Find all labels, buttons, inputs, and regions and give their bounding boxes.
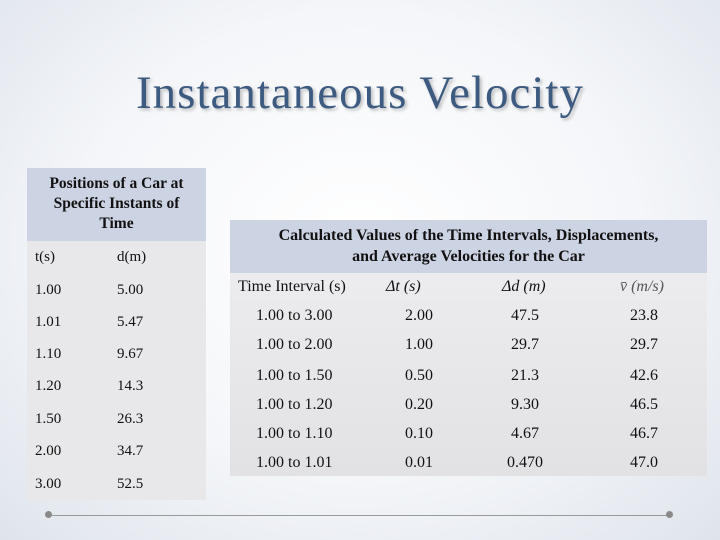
table-cell: 1.10 — [35, 346, 62, 362]
table-cell: 34.7 — [117, 443, 144, 459]
table-cell: 1.00 — [405, 336, 433, 353]
column-header-time: t(s) — [35, 249, 55, 265]
table-cell: 46.7 — [630, 425, 658, 442]
positions-table-caption: Positions of a Car at Specific Instants … — [27, 174, 206, 234]
table-cell: 42.6 — [630, 367, 658, 384]
table-cell: 52.5 — [117, 476, 144, 492]
table-cell: 23.8 — [630, 307, 658, 324]
column-header-interval: Time Interval (s) — [238, 278, 346, 295]
table-cell: 1.50 — [35, 411, 62, 427]
velocities-table-header — [230, 220, 707, 273]
table-cell: 2.00 — [405, 307, 433, 324]
table-cell: 0.50 — [405, 367, 433, 384]
table-cell: 0.470 — [507, 454, 543, 471]
table-cell: 1.00 to 1.10 — [256, 425, 333, 442]
positions-caption-line: Time — [99, 215, 134, 232]
table-cell: 0.20 — [405, 396, 433, 413]
velocities-table: Calculated Values of the Time Intervals,… — [230, 220, 707, 476]
table-cell: 5.00 — [117, 282, 144, 298]
positions-caption-line: Specific Instants of — [53, 195, 180, 212]
decorative-rule — [52, 515, 668, 516]
table-cell: 1.00 to 2.00 — [256, 336, 333, 353]
table-cell: 21.3 — [511, 367, 539, 384]
velocities-table-caption: Calculated Values of the Time Intervals,… — [230, 225, 707, 267]
velocities-table-body — [230, 273, 707, 476]
table-cell: 2.00 — [35, 443, 62, 459]
velocities-caption-line: and Average Velocities for the Car — [352, 248, 585, 265]
column-header-delta-d: Δd (m) — [502, 278, 546, 295]
table-cell: 47.0 — [630, 454, 658, 471]
table-cell: 4.67 — [511, 425, 539, 442]
table-cell: 9.30 — [511, 396, 539, 413]
table-cell: 47.5 — [511, 307, 539, 324]
table-cell: 14.3 — [117, 378, 144, 394]
table-cell: 1.20 — [35, 378, 62, 394]
table-cell: 46.5 — [630, 396, 658, 413]
table-cell: 3.00 — [35, 476, 62, 492]
decorative-dot-icon — [45, 511, 52, 518]
column-header-position: d(m) — [117, 249, 147, 265]
table-cell: 1.01 — [35, 314, 62, 330]
table-cell: 1.00 to 1.50 — [256, 367, 333, 384]
table-cell: 1.00 to 1.01 — [256, 454, 333, 471]
decorative-dot-icon — [666, 511, 673, 518]
slide-title: Instantaneous Velocity — [136, 67, 584, 119]
velocities-caption-line: Calculated Values of the Time Intervals,… — [278, 227, 659, 244]
positions-caption-line: Positions of a Car at — [49, 175, 184, 192]
table-cell: 1.00 to 3.00 — [256, 307, 333, 324]
table-cell: 29.7 — [630, 336, 658, 353]
column-header-avg-velocity: v̄ (m/s) — [620, 278, 664, 295]
positions-table: Positions of a Car at Specific Instants … — [27, 168, 206, 500]
positions-table-header — [27, 168, 206, 241]
table-cell: 0.10 — [405, 425, 433, 442]
table-cell: 9.67 — [117, 346, 144, 362]
table-cell: 5.47 — [117, 314, 144, 330]
table-cell: 1.00 — [35, 282, 62, 298]
column-header-delta-t: Δt (s) — [386, 278, 421, 295]
table-cell: 29.7 — [511, 336, 539, 353]
table-cell: 1.00 to 1.20 — [256, 396, 333, 413]
table-cell: 26.3 — [117, 411, 144, 427]
table-cell: 0.01 — [405, 454, 433, 471]
